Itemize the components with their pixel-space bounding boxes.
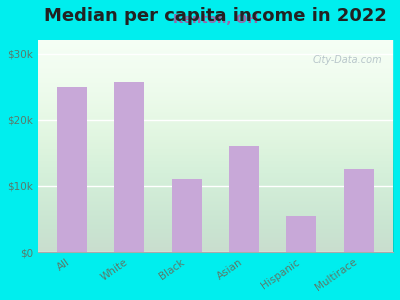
Bar	[172, 179, 202, 252]
Bar	[229, 146, 259, 252]
Bar	[344, 169, 374, 252]
Bar	[57, 87, 87, 252]
Bar	[114, 82, 144, 252]
Title: Median per capita income in 2022: Median per capita income in 2022	[44, 7, 387, 25]
Bar	[286, 216, 316, 252]
Text: City-Data.com: City-Data.com	[313, 55, 382, 65]
Text: Kenton, OH: Kenton, OH	[173, 13, 258, 26]
